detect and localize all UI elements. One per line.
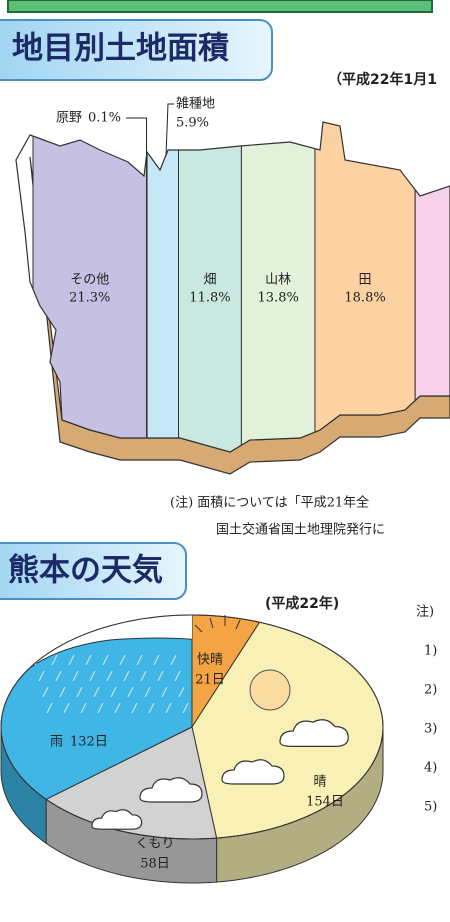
pie-rim — [0, 614, 384, 840]
rain-drop — [68, 654, 75, 666]
subtitle: （平成22年1月1 — [328, 71, 437, 88]
rain-drop — [110, 686, 117, 698]
rain-drop — [136, 654, 143, 666]
sun — [249, 669, 291, 711]
segment-label: 雑種地 — [176, 96, 215, 112]
note: 3) — [424, 722, 437, 737]
rain-drop — [123, 670, 130, 682]
note: 2) — [424, 683, 437, 698]
note: 注) — [416, 605, 434, 620]
rain-drop — [174, 670, 181, 682]
rain-drop — [170, 654, 177, 666]
map-segment — [240, 122, 316, 452]
rain-drop — [106, 670, 113, 682]
slice-label: 58日 — [140, 857, 170, 872]
top-band — [7, 0, 433, 13]
map-segment — [178, 122, 242, 452]
rain-drop — [93, 686, 100, 698]
cloud — [279, 719, 349, 747]
rain-drop — [144, 686, 151, 698]
rain-drop — [153, 654, 160, 666]
rain-drop — [59, 686, 66, 698]
rain-drop — [178, 686, 185, 698]
chart-title: 地目別土地面積 — [12, 31, 229, 67]
slice-label: 快晴 — [197, 653, 223, 668]
cloud — [139, 777, 203, 803]
rain-drop — [119, 654, 126, 666]
value-label: 18.8% — [344, 291, 385, 306]
rain-drop — [46, 702, 53, 714]
slice-label: 晴 — [313, 775, 326, 790]
sun-rays — [194, 615, 241, 633]
note: 5) — [424, 800, 437, 815]
value-label: 13.8% — [258, 291, 299, 306]
segment-label: 原野 — [56, 111, 82, 126]
rain-drop — [165, 702, 172, 714]
note: (注) 面積については「平成21年全 — [170, 495, 369, 511]
slice-label: 154日 — [306, 795, 344, 810]
rain-drop — [76, 686, 83, 698]
title-box — [0, 542, 187, 600]
value-label: 11.8% — [189, 291, 230, 306]
segment-label: 畑 — [203, 273, 216, 288]
leader-line — [126, 117, 148, 162]
slice-label: 21日 — [195, 673, 225, 688]
rain-drop — [127, 686, 134, 698]
segment-label: その他 — [70, 273, 109, 288]
rain-drop — [89, 670, 96, 682]
cloud — [91, 809, 143, 830]
rain-drop — [148, 702, 155, 714]
segment-label: 田 — [359, 273, 372, 288]
slice-label: くもり — [135, 837, 174, 852]
subtitle: (平成22年) — [265, 595, 339, 612]
cloud — [221, 759, 285, 785]
value-label: 21.3% — [69, 291, 110, 306]
leader-line — [165, 103, 174, 157]
rain-drop — [38, 670, 45, 682]
rain-drop — [140, 670, 147, 682]
rain-drop — [42, 686, 49, 698]
rain-drop — [85, 654, 92, 666]
rain-drop — [51, 654, 58, 666]
map-segment — [146, 122, 180, 452]
rain-drop — [182, 702, 189, 714]
rain-drop — [157, 670, 164, 682]
rain-drop — [55, 670, 62, 682]
rain-drop — [63, 702, 70, 714]
rain-drop — [161, 686, 168, 698]
chart-title: 熊本の天気 — [8, 553, 163, 589]
note: 4) — [424, 761, 437, 776]
value-label: 0.1% — [88, 111, 121, 126]
rain-drop — [80, 702, 87, 714]
rain-drop — [102, 654, 109, 666]
note: 1) — [424, 644, 437, 659]
rain-drop — [114, 702, 121, 714]
slice-label: 132日 — [70, 735, 108, 750]
rain-drop — [97, 702, 104, 714]
rain-drop — [72, 670, 79, 682]
segment-label: 山林 — [265, 273, 291, 288]
title-box — [0, 19, 273, 81]
map-columns — [32, 122, 450, 452]
value-label: 5.9% — [176, 116, 209, 131]
slice-label: 雨 — [50, 735, 63, 750]
note: 国土交通省国土地理院発行に — [216, 522, 385, 538]
rain-drop — [131, 702, 138, 714]
